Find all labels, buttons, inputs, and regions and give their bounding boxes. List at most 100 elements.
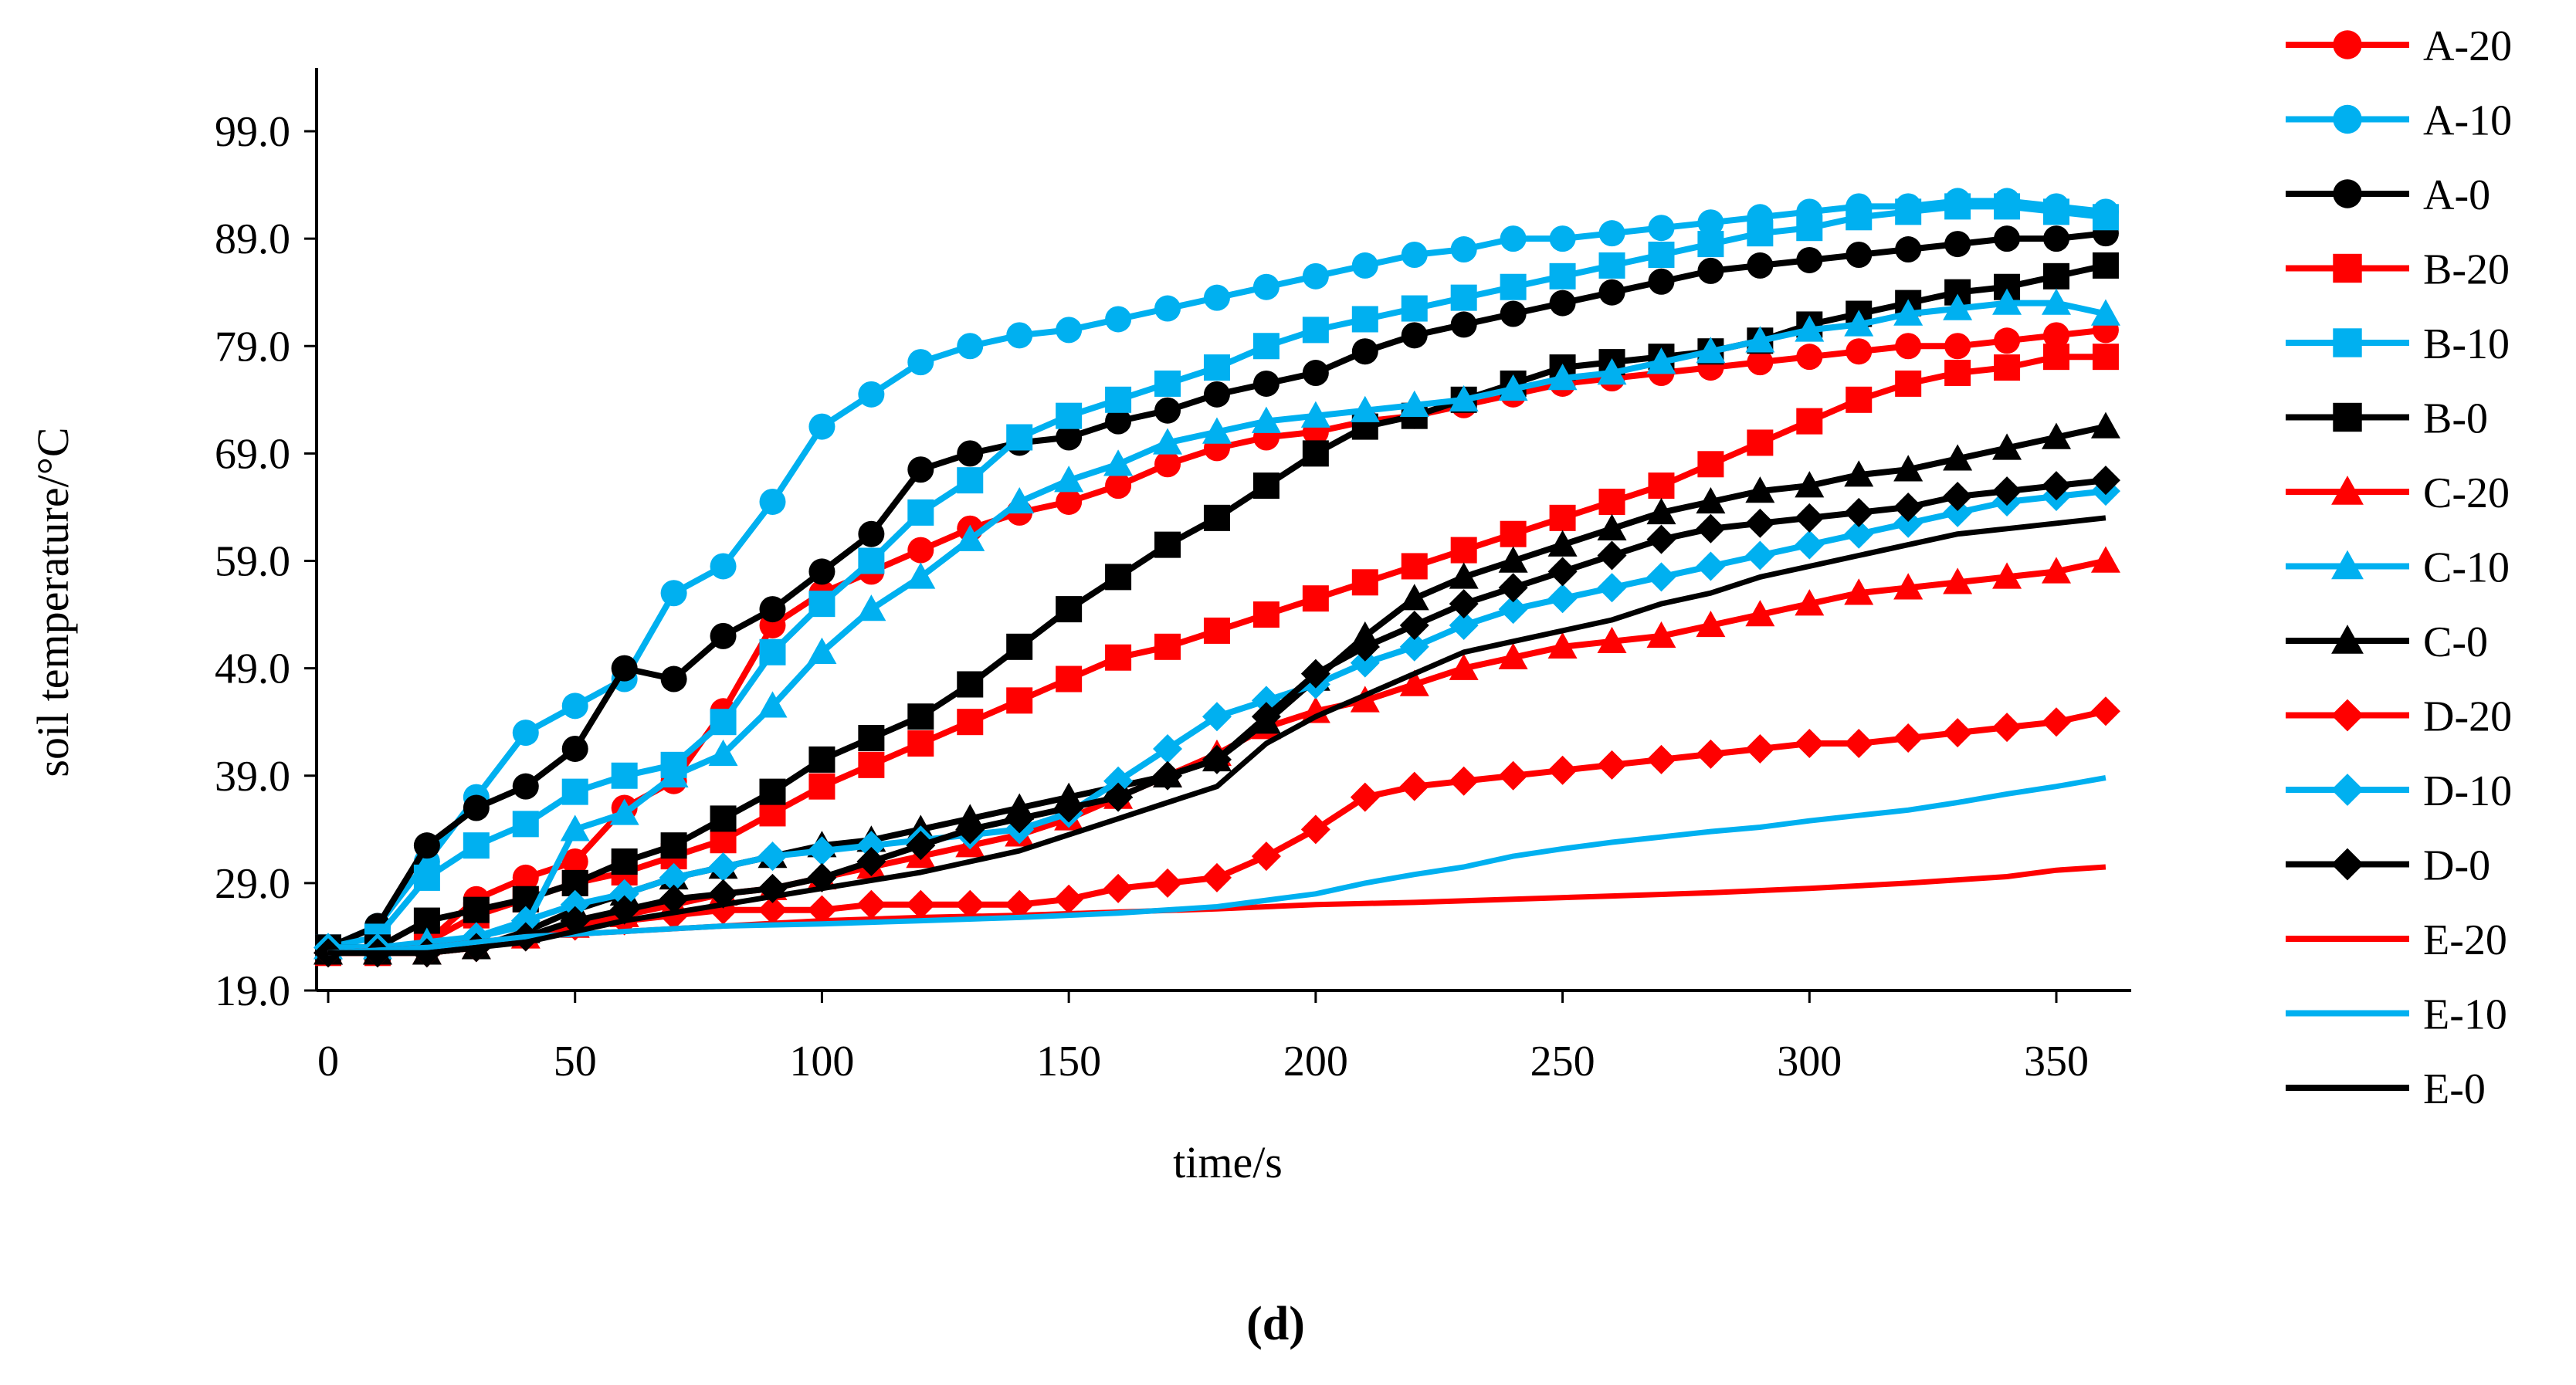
- data-point-b-10: [1105, 386, 1132, 413]
- data-point-b-10: [1302, 317, 1329, 344]
- data-point-d-10: [1399, 632, 1429, 662]
- data-point-a-10: [1056, 317, 1083, 344]
- data-point-c-20: [2042, 557, 2071, 584]
- data-point-d-20: [1350, 782, 1380, 812]
- data-point-d-10: [510, 906, 541, 936]
- data-point-c-10: [1547, 363, 1578, 391]
- y-tick-label: 99.0: [215, 108, 290, 156]
- data-point-d-10: [1202, 702, 1232, 732]
- data-point-d-0: [2090, 466, 2120, 496]
- data-point-d-0: [1449, 589, 1479, 619]
- legend-label: C-10: [2423, 544, 2510, 592]
- data-point-b-20: [1302, 585, 1329, 612]
- data-point-a-0: [1450, 311, 1477, 338]
- data-point-d-10: [807, 836, 837, 866]
- data-point-a-10: [1598, 220, 1625, 247]
- data-point-c-10: [1153, 428, 1183, 455]
- data-point-d-20: [1251, 841, 1281, 872]
- data-point-c-0: [1597, 513, 1627, 540]
- data-point-c-0: [1399, 584, 1429, 611]
- data-point-d-20: [1597, 750, 1627, 780]
- data-point-d-0: [1893, 492, 1924, 522]
- data-point-a-0: [512, 773, 539, 800]
- data-point-b-0: [858, 725, 885, 752]
- y-axis-title: soil temperature/°C: [28, 427, 78, 777]
- y-tick-label: 59.0: [215, 538, 290, 586]
- data-point-d-0: [1498, 573, 1528, 603]
- data-point-c-10: [1202, 417, 1232, 444]
- data-point-a-0: [808, 558, 836, 585]
- data-point-c-0: [1844, 460, 1874, 487]
- data-point-d-0: [1005, 804, 1035, 834]
- data-point-d-20: [1202, 862, 1232, 892]
- data-point-b-0: [2043, 262, 2069, 290]
- legend-label: D-10: [2423, 767, 2512, 815]
- data-point-a-10: [907, 349, 934, 376]
- data-point-a-10: [1105, 306, 1132, 333]
- data-point-c-10: [955, 524, 985, 551]
- data-point-a-20: [1056, 488, 1083, 515]
- data-point-b-20: [1895, 370, 1922, 397]
- data-point-d-0: [1103, 782, 1134, 812]
- data-point-d-20: [807, 895, 837, 925]
- data-point-d-0: [1745, 508, 1775, 538]
- data-point-d-10: [1745, 540, 1775, 571]
- data-point-c-10: [1449, 384, 1479, 412]
- data-point-d-10: [1646, 562, 1676, 592]
- figure-caption: (d): [1246, 1298, 1305, 1350]
- data-point-a-10: [759, 488, 786, 515]
- data-point-a-20: [1895, 333, 1922, 360]
- data-point-c-0: [2090, 411, 2120, 439]
- data-point-d-20: [1696, 739, 1726, 769]
- data-point-a-20: [1796, 344, 1823, 371]
- data-point-a-0: [1846, 241, 1873, 268]
- data-point-c-10: [1992, 288, 2022, 315]
- data-point-d-20: [1399, 771, 1429, 801]
- data-point-d-0: [1844, 497, 1874, 527]
- data-point-d-10: [1547, 584, 1578, 614]
- data-point-b-10: [907, 499, 934, 526]
- data-point-c-10: [1399, 390, 1429, 417]
- legend-label: E-10: [2423, 991, 2507, 1039]
- data-point-d-20: [856, 889, 886, 919]
- legend-marker: [2331, 550, 2364, 580]
- data-point-b-10: [463, 832, 490, 859]
- legend-marker: [2333, 179, 2362, 208]
- data-point-d-20: [1844, 729, 1874, 759]
- data-point-b-10: [1994, 193, 2021, 220]
- data-point-a-0: [957, 440, 984, 467]
- legend: A-20 A-10 A-0 B-20 B-10 B-0 C-20 C-10 C-0 D-20 D-1…: [2286, 22, 2512, 1113]
- legend-item-d-0: D-0: [2286, 842, 2490, 890]
- data-point-b-0: [1302, 440, 1329, 467]
- data-point-d-0: [2042, 471, 2071, 501]
- data-point-b-20: [1252, 601, 1280, 628]
- data-point-a-10: [512, 720, 539, 747]
- data-point-d-20: [1893, 723, 1924, 753]
- data-point-b-20: [1056, 665, 1083, 692]
- data-point-c-10: [807, 637, 837, 664]
- data-point-a-10: [1154, 295, 1181, 322]
- data-point-d-10: [1103, 766, 1134, 796]
- data-point-a-0: [1648, 268, 1675, 295]
- data-point-d-20: [1005, 889, 1035, 919]
- x-tick-label: 0: [317, 1038, 339, 1085]
- data-point-b-10: [1549, 262, 1576, 290]
- data-point-b-0: [710, 805, 737, 832]
- legend-label: B-20: [2423, 246, 2510, 294]
- data-point-b-0: [1203, 504, 1230, 531]
- data-point-d-0: [1399, 610, 1429, 640]
- data-point-a-20: [1747, 349, 1774, 376]
- y-axis-ticks: 19.0 29.0 39.0 49.0 59.0 69.0 79.0 89.0 99.0: [215, 108, 317, 1015]
- legend-marker: [2333, 104, 2362, 134]
- data-point-d-10: [1844, 519, 1874, 549]
- data-point-a-0: [660, 665, 687, 692]
- legend-marker: [2331, 848, 2364, 881]
- data-point-a-10: [1302, 262, 1329, 290]
- data-point-c-10: [659, 760, 689, 787]
- data-point-d-20: [906, 889, 936, 919]
- legend-item-d-20: D-20: [2286, 693, 2512, 741]
- legend-label: A-20: [2423, 22, 2512, 70]
- data-point-d-0: [1300, 659, 1330, 689]
- legend-label: C-0: [2423, 618, 2488, 666]
- legend-label: D-0: [2423, 842, 2490, 890]
